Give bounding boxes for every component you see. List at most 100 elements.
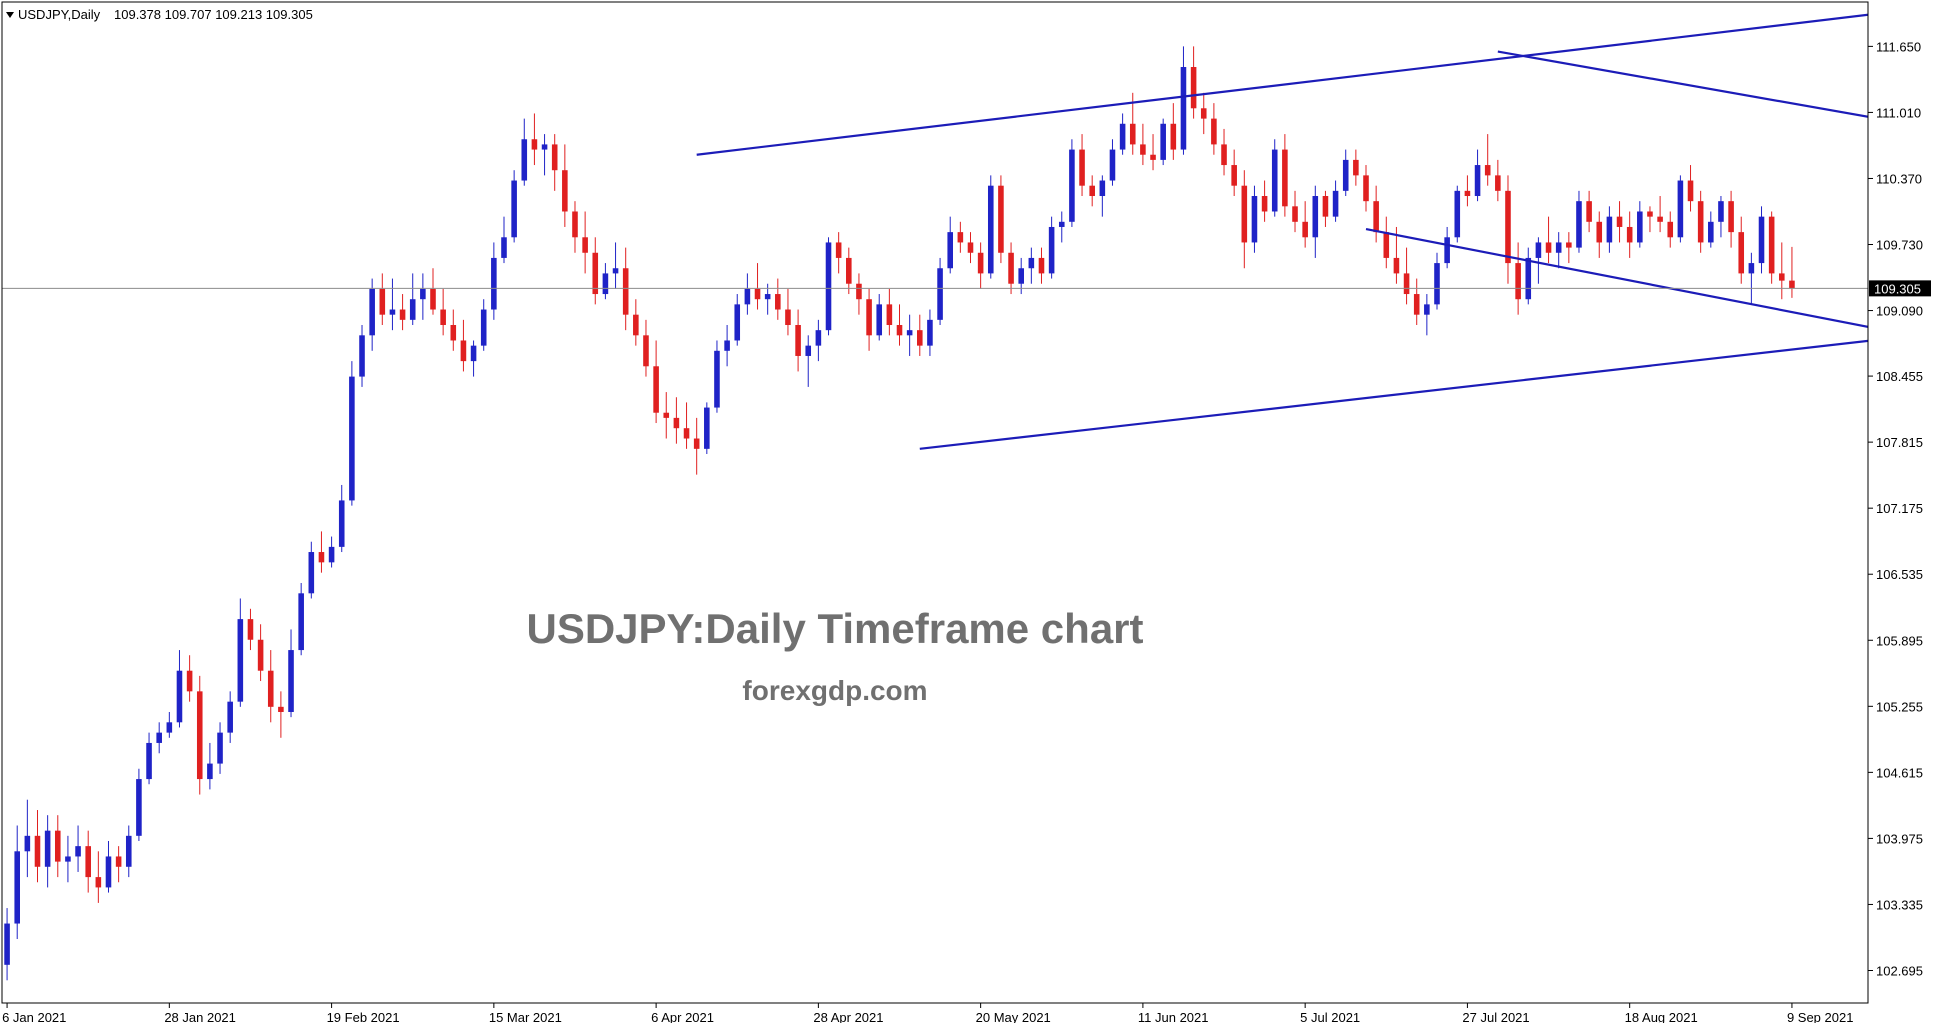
candle-body (1758, 216, 1765, 264)
trendline (1365, 227, 1868, 329)
candle (430, 268, 436, 315)
candle (1079, 134, 1085, 197)
candle (572, 201, 578, 253)
candle (288, 629, 294, 718)
time-axis[interactable]: 6 Jan 2021 28 Jan 2021 19 Feb 2021 15 Mar 2… (2, 1003, 1854, 1025)
candle-body (389, 309, 396, 315)
candle (115, 846, 122, 883)
candle (704, 402, 710, 454)
candle-body (1687, 180, 1694, 202)
candle-body (146, 742, 152, 780)
candle-body (1282, 149, 1288, 207)
y-tick-label: 103.335 (1876, 897, 1923, 912)
candle-body (714, 350, 720, 408)
candle (927, 309, 933, 356)
candle (1576, 190, 1582, 253)
candle (562, 144, 568, 227)
candle (1738, 216, 1745, 284)
candle-body (491, 257, 497, 310)
candle-body (136, 779, 142, 836)
candle (1637, 201, 1643, 248)
candle (125, 825, 132, 878)
candle (1525, 247, 1532, 305)
candle (825, 237, 832, 336)
candle-body (166, 722, 173, 733)
candle-body (65, 856, 71, 862)
price-axis[interactable]: 111.650 111.010 110.370 109.730 109.090 108.4… (1868, 39, 1931, 978)
candle (1505, 175, 1511, 284)
candle (420, 273, 426, 320)
candle (1515, 242, 1521, 315)
candle (247, 608, 254, 651)
candle-body (257, 639, 264, 671)
candle (1048, 216, 1055, 279)
candle (987, 175, 994, 279)
candle-body (328, 546, 335, 563)
candle-body (1109, 149, 1116, 181)
collapse-triangle-icon[interactable] (6, 12, 14, 18)
x-tick-label: 9 Sep 2021 (1787, 1010, 1854, 1023)
candle-body (957, 232, 964, 243)
candle (359, 325, 365, 387)
candle (1038, 247, 1045, 284)
candle (541, 134, 548, 176)
candle (1180, 46, 1187, 155)
candle (1647, 206, 1653, 233)
candle-body (1779, 273, 1785, 281)
x-tick-label: 20 May 2021 (976, 1010, 1051, 1023)
candle-body (1383, 232, 1390, 258)
current-price-label: 109.305 (1874, 281, 1921, 296)
candle (856, 273, 862, 315)
y-tick-label: 109.090 (1876, 304, 1923, 319)
candle (947, 216, 954, 274)
candle (491, 242, 497, 320)
candle-body (1789, 280, 1795, 289)
candle-body (1160, 123, 1166, 160)
candle-body (704, 407, 710, 449)
candle-body (24, 835, 31, 852)
trendline (919, 339, 1868, 450)
candle-body (207, 763, 213, 780)
candle (1373, 185, 1379, 243)
candle-body (1119, 123, 1126, 150)
candle-body (1586, 201, 1592, 222)
y-tick-label: 104.615 (1876, 765, 1923, 780)
candle-body (653, 366, 659, 413)
candle-body (1515, 263, 1521, 300)
y-tick-label: 102.695 (1876, 963, 1923, 978)
candle (1069, 139, 1075, 227)
candle (379, 273, 386, 326)
x-tick-label: 19 Feb 2021 (327, 1010, 400, 1023)
candle-body (95, 877, 102, 888)
candle (1728, 190, 1734, 248)
candle (166, 711, 173, 738)
candle-body (430, 288, 436, 310)
candle-body (1444, 237, 1450, 264)
candle (1211, 103, 1217, 155)
candle-body (1089, 185, 1095, 197)
candle-body (1606, 216, 1613, 243)
candle-body (1261, 196, 1268, 212)
candle (1251, 185, 1258, 253)
y-tick-label: 111.010 (1876, 105, 1921, 120)
candle (937, 257, 943, 326)
candle-body (572, 211, 578, 238)
candle-body (551, 144, 558, 171)
candle-body (1200, 108, 1207, 119)
candle (196, 675, 203, 795)
candle (267, 650, 274, 723)
candle-body (1129, 123, 1136, 145)
candle-body (1728, 201, 1734, 233)
candle (795, 309, 801, 372)
candle (217, 722, 223, 774)
candle (1150, 134, 1156, 171)
candle-body (460, 340, 467, 362)
candle-body (1626, 226, 1633, 243)
candle-body (521, 139, 528, 181)
candle-body (1231, 165, 1237, 186)
candle-body (1484, 165, 1491, 176)
candle-body (1079, 149, 1085, 186)
ohlc-values: 109.378 109.707 109.213 109.305 (114, 7, 313, 22)
candle-body (1403, 273, 1410, 295)
